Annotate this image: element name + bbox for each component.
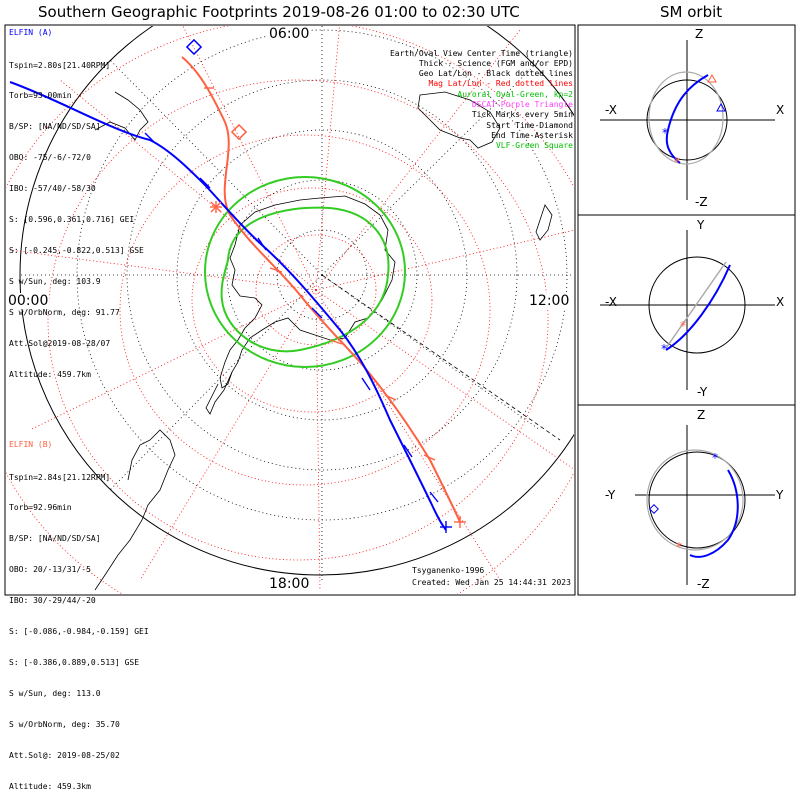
elfin-b-start-diamond	[230, 123, 248, 141]
svg-text:*: *	[712, 451, 718, 465]
elfin-b-end-marker	[454, 516, 466, 528]
panel3-bottom-label: -Z	[697, 577, 710, 591]
elfin-a-line: Tspin=2.80s[21.40RPM]	[9, 60, 111, 70]
elfin-b-line: B/SP: [NA/ND/SD/SA]	[9, 534, 101, 544]
elfin-b-line: Tspin=2.84s[21.12RPM]	[9, 472, 111, 482]
orbit-panel-yz-frame	[577, 404, 796, 596]
elfin-b-line: IBO: 30/-29/44/-20	[9, 596, 96, 606]
panel1-bottom-label: -Z	[695, 195, 708, 209]
elfin-a-line: Att.Sol@2019-08-28/07	[9, 338, 111, 348]
auroral-oval-outer	[204, 176, 406, 368]
elfin-a-name: ELFIN (A)	[9, 28, 53, 37]
mag-grid	[6, 26, 574, 594]
elfin-a-track	[9, 81, 447, 531]
elfin-b-line: Torb=92.96min	[9, 503, 72, 513]
panel1-top-label: Z	[695, 27, 704, 41]
panel2-bottom-label: -Y	[697, 385, 708, 399]
legend-item: VLF-Green Square	[495, 141, 573, 151]
australia-coastline	[417, 91, 501, 149]
time-label-right: 12:00	[528, 293, 571, 309]
peninsula-coastline	[205, 371, 233, 415]
legend-item: DSCAT-Purple Triangle	[471, 100, 573, 110]
elfin-a-line: S w/Sun, deg: 103.9	[9, 276, 101, 286]
antarctica-coastline	[219, 195, 396, 389]
elfin-a-line: S w/OrbNorm, deg: 91.77	[9, 307, 120, 317]
geo-grid	[20, 26, 574, 580]
elfin-b-line: S: [-0.086,-0.984,-0.159] GEI	[9, 627, 149, 637]
new-zealand-coastline	[535, 204, 553, 241]
panel3-left-label: -Y	[605, 488, 616, 502]
time-label-top: 06:00	[268, 26, 311, 42]
orbit-a-xz	[665, 74, 709, 164]
elfin-b-info: Tspin=2.84s[21.12RPM] Torb=92.96min B/SP…	[9, 452, 149, 802]
panel3-top-label: Z	[697, 408, 706, 422]
panel1-right-label: X	[776, 103, 785, 117]
orbit-title: SM orbit	[660, 3, 723, 21]
legend: Earth/Oval View Center Time (triangle) Th…	[390, 28, 573, 162]
orbit-b-xy	[665, 261, 727, 349]
orbit-panel-xy: * *	[600, 230, 775, 390]
map-frame	[4, 24, 576, 596]
legend-item: Mag Lat/Lon - Red dotted lines	[428, 79, 574, 89]
panel3-right-label: Y	[776, 488, 784, 502]
elfin-b-line: S w/Sun, deg: 113.0	[9, 688, 101, 698]
elfin-b-name: ELFIN (B)	[9, 440, 53, 449]
elfin-a-end-asterisk	[440, 521, 452, 533]
created-text: Created: Wed Jan 25 14:44:31 2023	[412, 578, 571, 587]
legend-item: Earth/Oval View Center Time (triangle)	[389, 48, 573, 58]
footprint-map: * * * * * *	[4, 24, 796, 596]
svg-text:*: *	[680, 319, 686, 333]
elfin-a-line: OBO: -75/-6/-72/0	[9, 153, 91, 163]
elfin-a-line: Torb=93.00min	[9, 91, 72, 101]
south-america-coastline	[94, 429, 176, 591]
terminator-line	[321, 274, 561, 441]
legend-item: End Time-Asterisk	[491, 130, 573, 140]
orbit-b-yz	[646, 449, 744, 551]
globe-outline	[19, 26, 574, 576]
orbit-panel-yz: * *	[635, 425, 775, 585]
elfin-a-line: B/SP: [NA/ND/SD/SA]	[9, 122, 101, 132]
main-title: Southern Geographic Footprints 2019-08-2…	[38, 3, 520, 21]
elfin-b-line: S: [-0.386,0.889,0.513] GSE	[9, 657, 140, 667]
elfin-b-ticks	[204, 87, 436, 461]
legend-item: Geo Lat/Lon - Black dotted lines	[418, 69, 573, 79]
orbit-a-yz	[689, 469, 739, 558]
orbit-b-xz	[648, 71, 724, 165]
elfin-a-ticks	[144, 132, 439, 503]
elfin-a-start-diamond	[185, 38, 203, 56]
elfin-b-end-asterisk	[210, 201, 222, 213]
panel2-left-label: -X	[605, 295, 617, 309]
orbit-panel-xz: * *	[600, 40, 775, 200]
elfin-b-line: Altitude: 459.3km	[9, 781, 91, 791]
time-label-left: 00:00	[7, 293, 50, 309]
africa-coastline	[94, 91, 149, 141]
panel2-top-label: Y	[697, 218, 705, 232]
legend-item: Tick Marks every 5min	[471, 110, 573, 120]
elfin-b-track	[181, 56, 461, 523]
credit-text: Tsyganenko-1996	[412, 566, 485, 575]
elfin-b-line: OBO: 20/-13/31/-5	[9, 565, 91, 575]
elfin-a-line: Altitude: 459.7km	[9, 369, 91, 379]
svg-text:*: *	[674, 155, 680, 169]
time-label-bottom: 18:00	[268, 576, 311, 592]
orbit-a-xy	[665, 264, 731, 351]
panel1-left-label: -X	[605, 103, 617, 117]
auroral-oval-inner	[220, 206, 390, 353]
panel2-right-label: X	[776, 295, 785, 309]
elfin-a-info: Tspin=2.80s[21.40RPM] Torb=93.00min B/SP…	[9, 40, 144, 390]
legend-item: Auroral Oval-Green, kp=2	[457, 89, 573, 99]
legend-item: Thick - Science (FGM and/or EPD)	[418, 58, 573, 68]
svg-text:*: *	[661, 342, 667, 356]
elfin-a-line: S: [0.596,0.361,0.716] GEI	[9, 215, 135, 225]
legend-item: Start Time-Diamond	[486, 120, 573, 130]
elfin-a-line: IBO: -57/40/-58/30	[9, 184, 96, 194]
elfin-b-line: S w/OrbNorm, deg: 35.70	[9, 719, 120, 729]
elfin-a-line: S: [-0.245,-0.822,0.513] GSE	[9, 245, 144, 255]
svg-text:*: *	[662, 126, 668, 140]
elfin-b-line: Att.Sol@: 2019-08-25/02	[9, 750, 120, 760]
svg-text:*: *	[676, 540, 682, 554]
